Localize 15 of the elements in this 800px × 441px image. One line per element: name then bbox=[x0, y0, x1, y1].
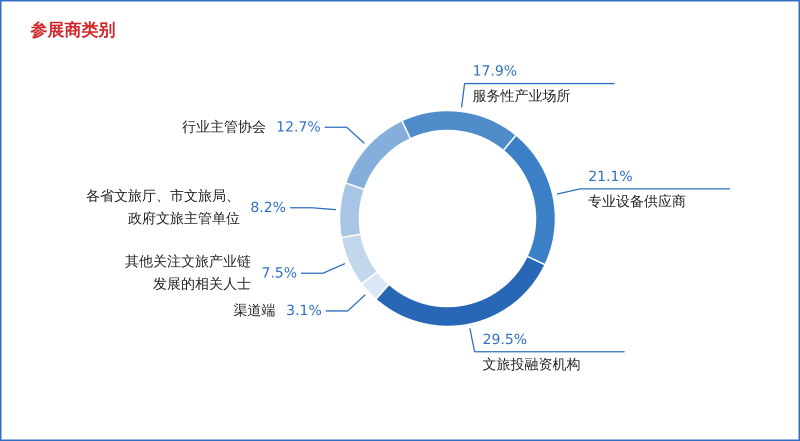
slice-label: 行业主管协会 bbox=[182, 119, 266, 136]
slice-label: 渠道端 bbox=[234, 302, 276, 319]
chart-title: 参展商类别 bbox=[30, 20, 116, 40]
data-label: 7.5% bbox=[261, 265, 298, 282]
slice-label: 其他关注文旅产业链发展的相关人士 bbox=[125, 254, 252, 292]
slice-label: 服务性产业场所 bbox=[472, 88, 571, 105]
slice-label: 专业设备供应商 bbox=[588, 194, 686, 210]
data-label: 29.5% bbox=[482, 332, 528, 348]
data-label: 8.2% bbox=[250, 200, 286, 216]
data-label: 17.9% bbox=[472, 64, 518, 80]
data-label: 21.1% bbox=[588, 168, 633, 185]
slice-label: 文旅投融资机构 bbox=[482, 356, 581, 373]
data-label: 3.1% bbox=[286, 302, 322, 319]
data-label: 12.7% bbox=[276, 119, 321, 136]
slice-label: 各省文旅厅、市文旅局、政府文旅主管单位 bbox=[86, 188, 240, 227]
